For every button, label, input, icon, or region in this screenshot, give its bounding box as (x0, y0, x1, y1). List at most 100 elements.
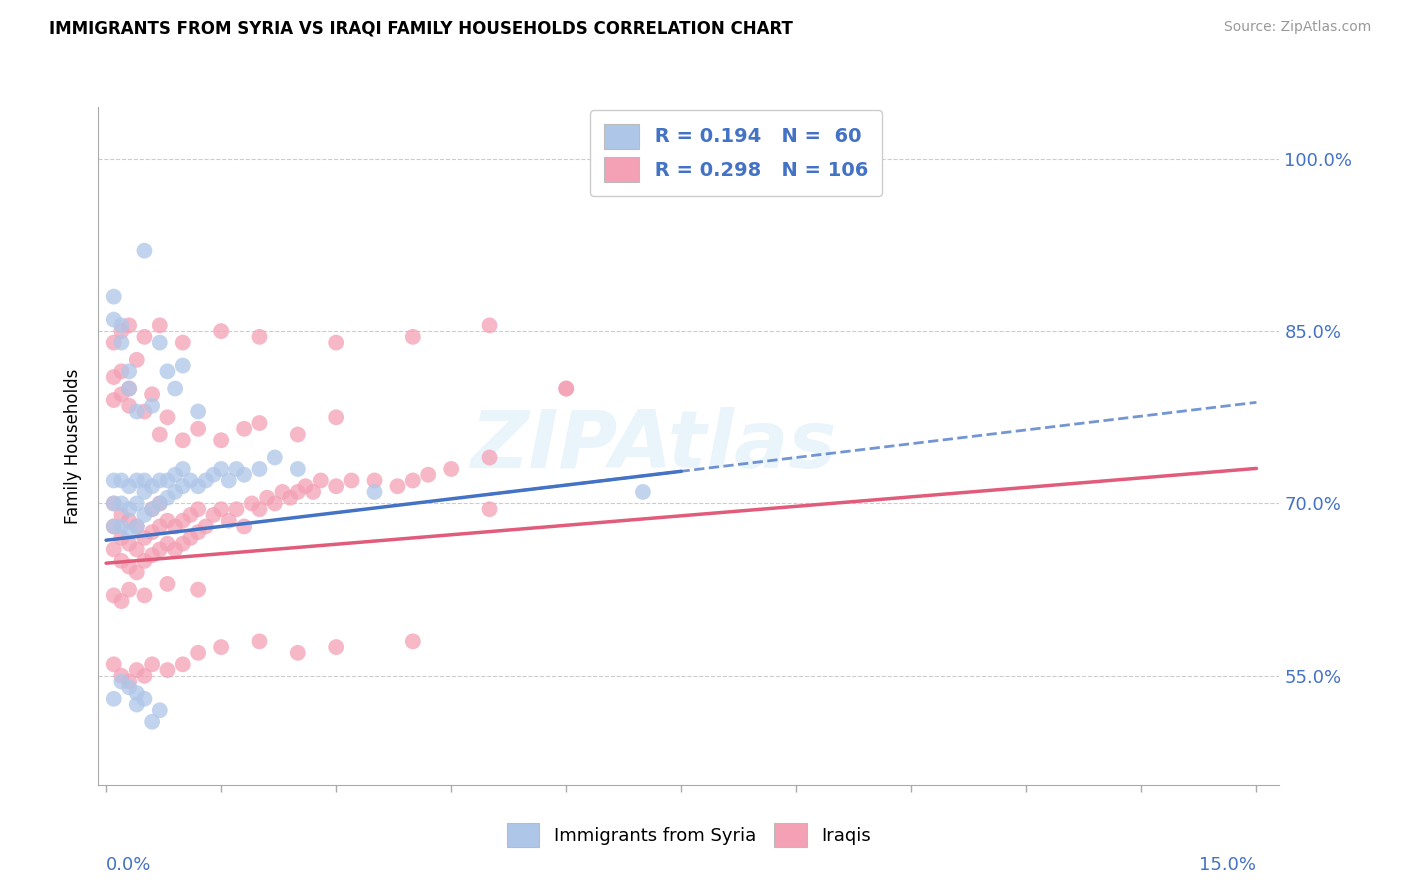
Point (149, 496, 172, 510)
Point (103, 657, 125, 672)
Point (103, 691, 125, 706)
Point (179, 531, 201, 545)
Point (118, 536, 141, 550)
Point (478, 318, 501, 333)
Point (110, 594, 132, 608)
Point (233, 519, 256, 533)
Point (325, 479, 347, 493)
Point (103, 496, 125, 510)
Point (156, 474, 179, 488)
Point (172, 514, 194, 528)
Point (165, 542, 187, 557)
Point (110, 674, 132, 689)
Point (418, 467, 440, 482)
Point (149, 519, 172, 533)
Point (149, 474, 172, 488)
Point (141, 387, 163, 401)
Point (103, 370, 125, 384)
Point (187, 479, 209, 493)
Point (325, 410, 347, 425)
Point (134, 531, 156, 545)
Point (387, 479, 409, 493)
Point (440, 462, 463, 476)
Point (110, 519, 132, 533)
Point (134, 244, 156, 258)
Point (156, 577, 179, 591)
Text: ZIPAtlas: ZIPAtlas (471, 407, 837, 485)
Point (402, 330, 425, 344)
Point (141, 399, 163, 413)
Point (125, 663, 148, 677)
Point (165, 519, 187, 533)
Point (149, 496, 172, 510)
Point (631, 485, 654, 500)
Point (172, 434, 194, 448)
Point (402, 634, 425, 648)
Point (209, 640, 232, 654)
Point (209, 324, 232, 338)
Point (141, 525, 163, 540)
Point (149, 542, 172, 557)
Point (165, 382, 187, 396)
Point (187, 502, 209, 516)
Point (149, 335, 172, 350)
Point (240, 496, 263, 510)
Point (202, 508, 225, 522)
Point (363, 474, 385, 488)
Point (125, 566, 148, 580)
Point (156, 364, 179, 378)
Point (125, 474, 148, 488)
Point (125, 352, 148, 367)
Point (156, 663, 179, 677)
Point (110, 496, 132, 510)
Point (134, 474, 156, 488)
Point (309, 474, 332, 488)
Point (402, 474, 425, 488)
Point (156, 514, 179, 528)
Point (125, 404, 148, 418)
Point (325, 640, 347, 654)
Text: 15.0%: 15.0% (1199, 856, 1257, 874)
Point (156, 410, 179, 425)
Point (118, 399, 141, 413)
Point (555, 382, 578, 396)
Y-axis label: Family Households: Family Households (65, 368, 83, 524)
Point (256, 491, 278, 505)
Point (233, 467, 256, 482)
Point (287, 646, 309, 660)
Point (209, 434, 232, 448)
Point (156, 536, 179, 550)
Point (103, 496, 125, 510)
Point (134, 554, 156, 568)
Point (118, 681, 141, 695)
Point (103, 392, 125, 407)
Point (225, 502, 247, 516)
Point (125, 496, 148, 510)
Point (134, 404, 156, 418)
Point (134, 669, 156, 683)
Point (156, 491, 179, 505)
Point (202, 467, 225, 482)
Point (118, 318, 141, 333)
Point (141, 714, 163, 729)
Point (110, 324, 132, 338)
Point (209, 462, 232, 476)
Point (141, 548, 163, 562)
Point (118, 382, 141, 396)
Point (249, 330, 271, 344)
Point (187, 525, 209, 540)
Point (118, 382, 141, 396)
Point (118, 674, 141, 689)
Point (141, 502, 163, 516)
Point (287, 485, 309, 500)
Point (149, 427, 172, 442)
Point (194, 519, 217, 533)
Point (271, 485, 294, 500)
Point (179, 474, 201, 488)
Text: 0.0%: 0.0% (105, 856, 152, 874)
Point (278, 491, 301, 505)
Point (302, 485, 325, 500)
Point (118, 525, 141, 540)
Point (233, 422, 256, 436)
Point (110, 474, 132, 488)
